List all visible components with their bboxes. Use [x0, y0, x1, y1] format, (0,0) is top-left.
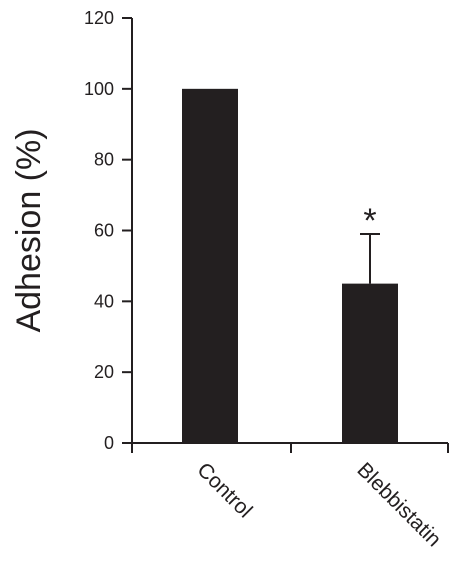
bar-control [182, 88, 238, 443]
significance-marker: * [363, 202, 376, 240]
y-tick-label-1: 20 [94, 362, 114, 382]
x-tick-label-1: Blebbistatin [352, 458, 445, 551]
bars [182, 88, 398, 443]
y-tick-label-5: 100 [84, 79, 114, 99]
y-tick-label-4: 80 [94, 150, 114, 170]
y-tick-label-0: 0 [104, 433, 114, 453]
y-tick-label-3: 60 [94, 221, 114, 241]
axes [122, 17, 449, 453]
x-tick-label-0: Control [192, 458, 256, 522]
y-axis-label: Adhesion (%) [10, 128, 48, 332]
y-tick-label-6: 120 [84, 8, 114, 28]
bar-blebbistatin [342, 283, 398, 443]
y-tick-label-2: 40 [94, 291, 114, 311]
